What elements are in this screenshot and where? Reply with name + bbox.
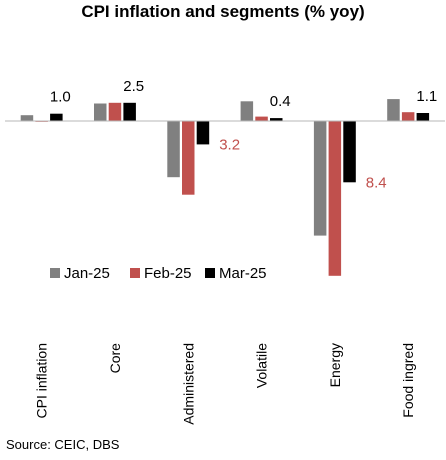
data-label-core: 2.5 — [123, 78, 144, 95]
source-note: Source: CEIC, DBS — [6, 437, 120, 452]
data-label-volatile: 0.4 — [270, 93, 291, 110]
category-label-volatile: Volatile — [254, 343, 270, 388]
legend-label-mar-25: Mar-25 — [219, 265, 267, 282]
chart-title: CPI inflation and segments (% yoy) — [81, 2, 364, 21]
bar-volatile-mar-25 — [270, 118, 283, 121]
bar-core-jan-25 — [94, 103, 107, 121]
legend-swatch-jan-25 — [50, 268, 60, 278]
bar-energy-jan-25 — [313, 121, 327, 236]
data-label-energy: 8.4 — [366, 174, 387, 191]
bar-cpi-inflation-jan-25 — [20, 115, 34, 121]
legend-swatch-mar-25 — [205, 268, 215, 278]
data-label-administered: 3.2 — [219, 136, 240, 153]
bar-food-ingred-jan-25 — [387, 99, 400, 121]
bar-administered-jan-25 — [167, 121, 180, 178]
category-label-administered: Administered — [180, 343, 196, 425]
bar-food-ingred-feb-25 — [401, 112, 415, 121]
bar-administered-mar-25 — [196, 121, 210, 145]
bar-energy-mar-25 — [343, 121, 356, 183]
bar-administered-feb-25 — [182, 121, 195, 195]
category-label-food-ingred: Food ingred — [400, 343, 416, 418]
bar-food-ingred-mar-25 — [416, 113, 430, 121]
category-label-cpi-inflation: CPI inflation — [34, 343, 50, 418]
bars-layer — [20, 99, 430, 276]
bar-volatile-jan-25 — [240, 101, 254, 121]
bar-volatile-feb-25 — [255, 116, 268, 121]
bar-energy-feb-25 — [328, 121, 342, 276]
bar-core-mar-25 — [123, 102, 136, 122]
legend-label-jan-25: Jan-25 — [64, 265, 110, 282]
legend-label-feb-25: Feb-25 — [144, 265, 192, 282]
data-label-food-ingred: 1.1 — [416, 88, 437, 105]
category-label-core: Core — [107, 343, 123, 374]
data-label-cpi-inflation: 1.0 — [50, 89, 71, 106]
data-labels-layer: 1.0 2.5 3.2 0.4 8.4 1.1 — [50, 78, 437, 192]
bar-core-feb-25 — [108, 102, 122, 122]
legend: Jan-25 Feb-25 Mar-25 — [50, 265, 267, 282]
bar-cpi-inflation-mar-25 — [50, 113, 63, 121]
category-labels: CPI inflation Core Administered Volatile Ene… — [34, 343, 416, 425]
legend-swatch-feb-25 — [130, 268, 140, 278]
category-label-energy: Energy — [327, 343, 343, 387]
